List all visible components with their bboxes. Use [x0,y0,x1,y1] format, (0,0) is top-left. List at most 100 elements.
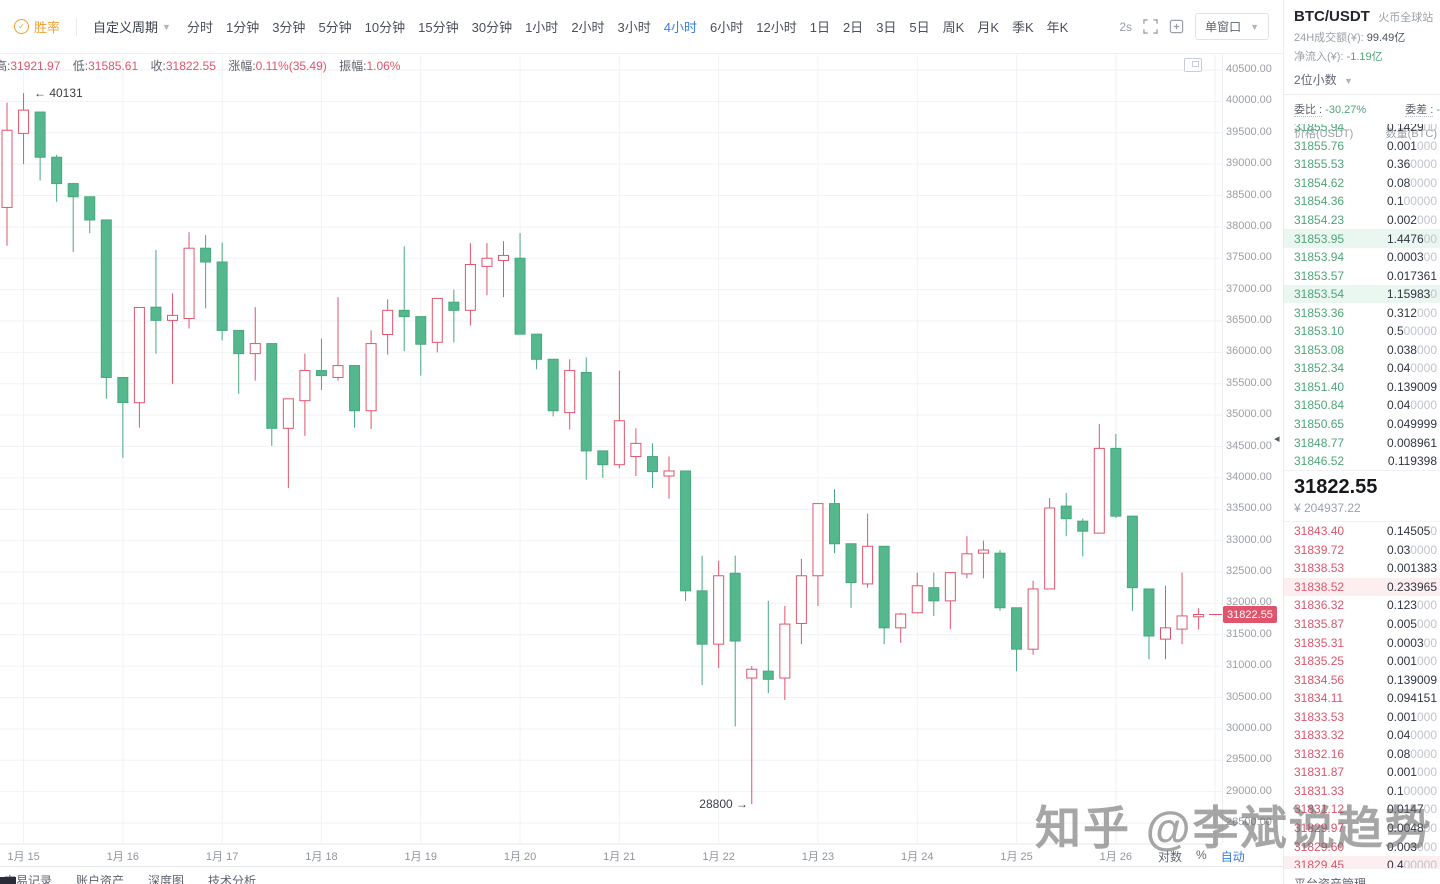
ask-amount: 0.080000 [1386,175,1437,190]
bid-row[interactable]: 31831.87 0.001000 [1284,763,1440,782]
bid-row[interactable]: 31829.97 0.004800 [1284,819,1440,838]
fullscreen-icon[interactable] [1143,19,1158,34]
bid-row[interactable]: 31833.32 0.040000 [1284,726,1440,745]
timeframe-年K[interactable]: 年K [1046,20,1069,35]
timeframe-周K[interactable]: 周K [942,20,965,35]
timeframe-3小时[interactable]: 3小时 [617,20,651,35]
ask-row[interactable]: 31853.08 0.038000 [1284,341,1440,360]
ask-row[interactable]: 31846.52 0.119398 [1284,452,1440,470]
y-axis-label: 32500.00 [1226,565,1272,577]
ask-row[interactable]: 31848.77 0.008961 [1284,433,1440,452]
ask-row[interactable]: 31854.23 0.002000 [1284,211,1440,230]
book-column-headers: 价格(USDT) 数量(BTC) [1284,121,1440,144]
ask-amount: 1.159830 [1386,287,1437,302]
bottom-tab-技术分析[interactable]: 技术分析 [208,874,257,884]
bid-row[interactable]: 31834.56 0.139009 [1284,670,1440,689]
candlestick-chart[interactable]: ← 40131 28800 → [0,0,1283,845]
corner-icon[interactable] [0,877,16,884]
timeframe-12小时[interactable]: 12小时 [756,20,797,35]
ask-row[interactable]: 31853.54 1.159830 [1284,284,1440,304]
bid-row[interactable]: 31836.32 0.123000 [1284,596,1440,615]
axis-border [1222,55,1223,843]
timeframe-4小时[interactable]: 4小时 [663,20,698,35]
bid-row[interactable]: 31835.25 0.001000 [1284,652,1440,671]
volume-value: 99.49亿 [1366,32,1406,44]
ask-row[interactable]: 31853.36 0.312000 [1284,303,1440,322]
ask-price: 31854.36 [1294,194,1345,209]
chart-window-icon[interactable] [1184,58,1202,72]
y-axis-label: 29500.00 [1226,753,1272,766]
ask-row[interactable]: 31853.10 0.500000 [1284,322,1440,341]
ask-row[interactable]: 31853.94 0.000300 [1284,248,1440,267]
bid-row[interactable]: 31831.12 0.014700 [1284,800,1440,819]
bottom-tab-交易记录[interactable]: 交易记录 [4,874,53,884]
timeframe-季K[interactable]: 季K [1012,20,1034,35]
bid-row[interactable]: 31829.60 0.003000 [1284,837,1440,856]
panel-collapse-icon[interactable]: ◂ [1274,433,1280,445]
single-window-dropdown[interactable]: 单窗口 ▼ [1195,13,1269,40]
diff-label: 委差 : [1405,104,1434,117]
ask-row[interactable]: 31850.84 0.040000 [1284,396,1440,415]
ask-row[interactable]: 31855.94 0.142900 [1284,124,1440,137]
timeframe-分时[interactable]: 分时 [186,20,213,35]
ask-price: 31853.54 [1294,287,1345,302]
low-label: 低: [72,59,89,73]
timeframe-30分钟[interactable]: 30分钟 [471,20,513,35]
timeframe-1小时[interactable]: 1小时 [525,20,559,35]
ask-row[interactable]: 31853.95 1.447600 [1284,229,1440,248]
scale-control-%[interactable]: % [1196,848,1207,862]
x-axis-label: 1月 17 [205,851,239,863]
bid-price: 31834.56 [1294,672,1345,687]
bottom-tab-深度图[interactable]: 深度图 [148,874,185,884]
y-axis-label: 32000.00 [1226,596,1272,609]
custom-period-label: 自定义周期 [93,20,159,35]
ask-row[interactable]: 31855.76 0.001000 [1284,137,1440,156]
bid-row[interactable]: 31839.72 0.030000 [1284,541,1440,560]
ask-row[interactable]: 31854.62 0.080000 [1284,174,1440,193]
bid-price: 31838.53 [1294,561,1345,576]
ask-row[interactable]: 31852.34 0.040000 [1284,359,1440,378]
precision-dropdown[interactable]: 2位小数 ▼ [1284,64,1440,95]
chart-annotation: ← 40131 [34,86,83,100]
bid-row[interactable]: 31834.11 0.094151 [1284,689,1440,708]
bid-row[interactable]: 31838.52 0.233965 [1284,577,1440,597]
timeframe-1分钟[interactable]: 1分钟 [225,20,260,35]
ask-row[interactable]: 31854.36 0.100000 [1284,192,1440,211]
ask-row[interactable]: 31850.65 0.049999 [1284,415,1440,434]
ask-price: 31850.84 [1294,398,1345,413]
custom-period-dropdown[interactable]: 自定义周期 ▼ [93,17,171,36]
bottom-tab-账户资产[interactable]: 账户资产 [76,874,125,884]
timeframe-5日[interactable]: 5日 [909,20,930,35]
timeframe-5分钟[interactable]: 5分钟 [318,20,352,35]
timeframe-3分钟[interactable]: 3分钟 [272,20,306,35]
ask-price: 31854.62 [1294,175,1345,190]
ask-row[interactable]: 31853.57 0.017361 [1284,266,1440,285]
timeframe-6小时[interactable]: 6小时 [710,20,744,35]
timeframe-10分钟[interactable]: 10分钟 [364,20,406,35]
scale-control-自动[interactable]: 自动 [1220,850,1245,864]
bid-row[interactable]: 31829.45 0.400000 [1284,855,1440,868]
bid-row[interactable]: 31832.16 0.080000 [1284,745,1440,764]
ask-row[interactable]: 31851.40 0.139009 [1284,378,1440,397]
bid-row[interactable]: 31835.87 0.005000 [1284,615,1440,634]
bid-row[interactable]: 31835.31 0.000300 [1284,633,1440,652]
win-rate-button[interactable]: ✓ 胜率 [14,17,60,36]
panel-footer[interactable]: 平台资产管理 [1284,868,1440,884]
bid-row[interactable]: 31833.53 0.001000 [1284,707,1440,726]
x-axis-label: 1月 25 [1000,851,1033,863]
ask-amount: 0.312000 [1386,305,1437,320]
bid-row[interactable]: 31843.40 0.145050 [1284,522,1440,541]
price-axis[interactable]: 40500.00 40000.00 39500.00 39000.00 38500.00… [1226,0,1282,845]
timeframe-1日[interactable]: 1日 [809,20,830,35]
timeframe-15分钟[interactable]: 15分钟 [418,20,459,35]
time-axis[interactable]: 1月 15 1月 16 1月 17 1月 18 1月 19 1月 20 1月 21 1月 22… [0,845,1283,866]
timeframe-3日[interactable]: 3日 [876,20,897,35]
bid-row[interactable]: 31831.33 0.100000 [1284,782,1440,801]
ask-row[interactable]: 31855.53 0.360000 [1284,155,1440,174]
timeframe-月K[interactable]: 月K [977,20,999,35]
timeframe-2日[interactable]: 2日 [842,20,864,35]
add-window-icon[interactable] [1169,19,1184,34]
bid-row[interactable]: 31838.53 0.001383 [1284,559,1440,578]
scale-control-对数[interactable]: 对数 [1158,850,1183,864]
timeframe-2小时[interactable]: 2小时 [571,20,605,35]
